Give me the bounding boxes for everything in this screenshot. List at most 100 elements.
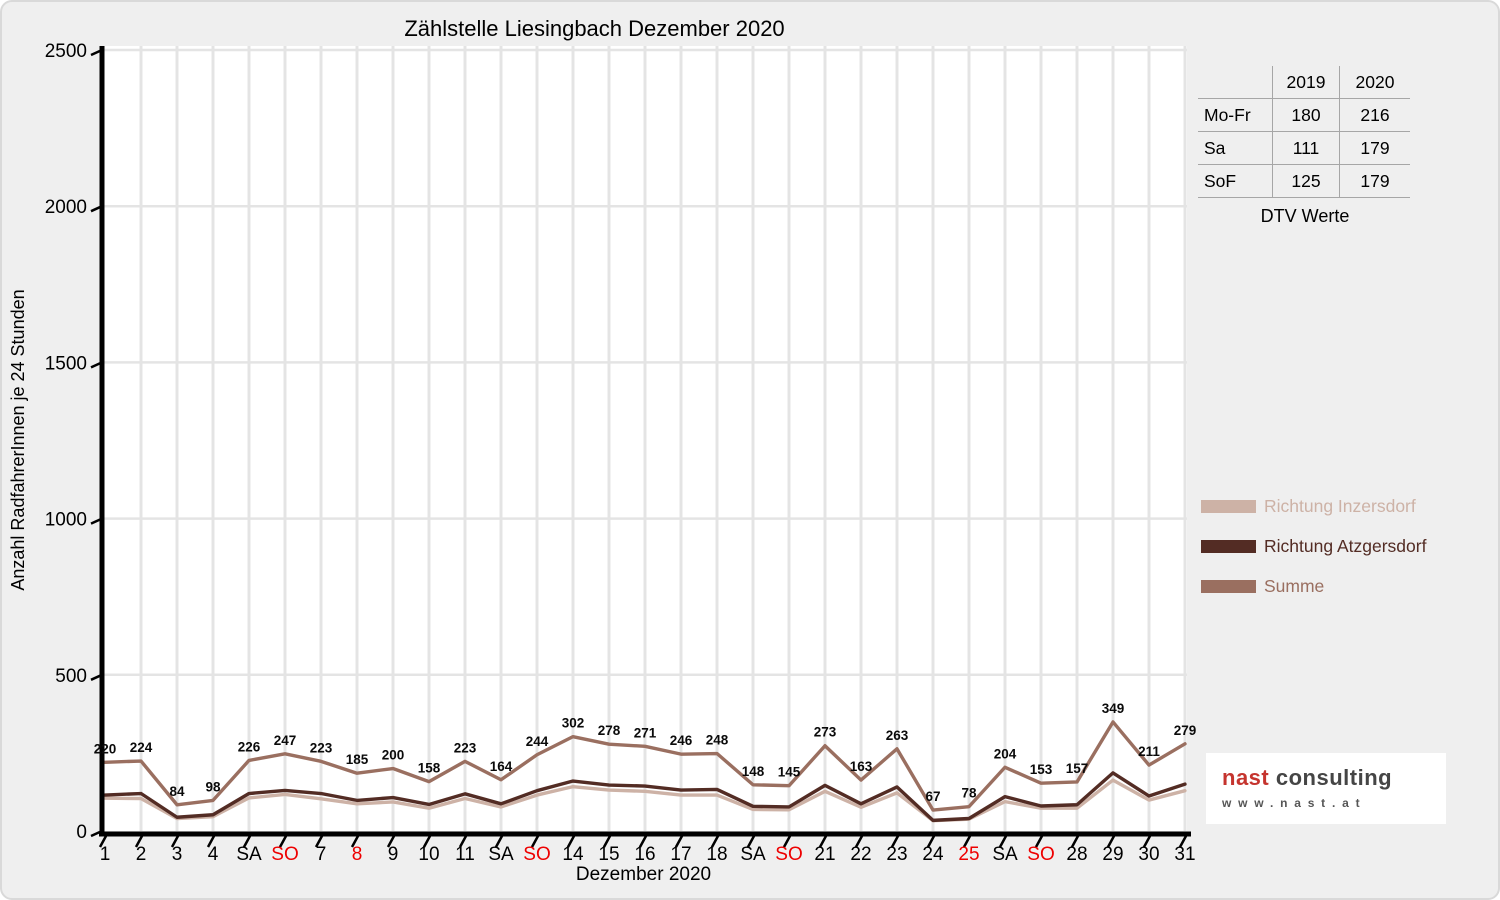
tick bbox=[1142, 835, 1152, 848]
data-label: 226 bbox=[238, 739, 261, 754]
table-row: SoF 125 179 bbox=[1198, 164, 1410, 198]
x-tick-label: 2 bbox=[136, 844, 147, 865]
data-label: 263 bbox=[886, 728, 909, 743]
data-label: 220 bbox=[94, 741, 117, 756]
x-tick-label: 23 bbox=[886, 844, 907, 865]
y-axis-title: Anzahl RadfahrerInnen je 24 Stunden bbox=[8, 289, 28, 591]
x-tick-label: 3 bbox=[172, 844, 183, 865]
x-axis-ticks bbox=[98, 835, 1188, 848]
tick bbox=[278, 835, 288, 848]
tick bbox=[386, 835, 396, 848]
x-tick-label: 28 bbox=[1066, 844, 1087, 865]
tick bbox=[494, 835, 504, 848]
x-tick-label: 21 bbox=[814, 844, 835, 865]
tick bbox=[90, 48, 103, 57]
x-tick-label: 4 bbox=[208, 844, 219, 865]
y-axis-labels: 0 500 1000 1500 2000 2500 bbox=[45, 41, 87, 843]
dtv-table-caption: DTV Werte bbox=[1260, 206, 1350, 226]
x-tick-label: 10 bbox=[418, 844, 439, 865]
data-label: 153 bbox=[1030, 762, 1053, 777]
x-tick-label: 31 bbox=[1174, 844, 1195, 865]
table-row: Sa 111 179 bbox=[1198, 131, 1410, 165]
tick bbox=[782, 835, 792, 848]
tick bbox=[314, 835, 324, 848]
legend-item-richtung-atzgersdorf: Richtung Atzgersdorf bbox=[1201, 536, 1426, 556]
x-tick-label: SO bbox=[1027, 844, 1054, 865]
data-label: 248 bbox=[706, 733, 729, 748]
x-tick-label: 29 bbox=[1102, 844, 1123, 865]
data-label: 158 bbox=[418, 761, 441, 776]
x-tick-label: 30 bbox=[1138, 844, 1159, 865]
data-label: 148 bbox=[742, 764, 765, 779]
logo-brand: nast consulting bbox=[1222, 765, 1446, 791]
chart-legend: Richtung Inzersdorf Richtung Atzgersdorf… bbox=[1201, 496, 1426, 616]
data-label: 163 bbox=[850, 759, 873, 774]
data-label: 223 bbox=[310, 740, 333, 755]
tick bbox=[458, 835, 468, 848]
data-label: 246 bbox=[670, 733, 693, 748]
legend-label-summe: Summe bbox=[1264, 575, 1325, 596]
x-tick-label: SO bbox=[775, 844, 802, 865]
y-tick-label: 0 bbox=[76, 822, 87, 843]
y-axis-ticks bbox=[90, 48, 103, 838]
x-tick-label: 15 bbox=[598, 844, 619, 865]
dtv-table-panel: 2019 2020 Mo-Fr 180 216 Sa 111 179 SoF 1… bbox=[1198, 66, 1416, 227]
tick bbox=[926, 835, 936, 848]
tick bbox=[674, 835, 684, 848]
tick bbox=[854, 835, 864, 848]
dtv-value-2020: 179 bbox=[1339, 131, 1410, 165]
y-tick-label: 500 bbox=[55, 666, 87, 687]
data-label: 78 bbox=[961, 786, 977, 801]
x-tick-label: SO bbox=[271, 844, 298, 865]
tick bbox=[90, 829, 103, 838]
data-labels: 220 224 84 98 226 247 223 185 200 158 223 164 244 302… bbox=[94, 701, 1197, 804]
tick bbox=[710, 835, 720, 848]
tick bbox=[170, 835, 180, 848]
tick bbox=[134, 835, 144, 848]
tick bbox=[1178, 835, 1188, 848]
legend-swatch-atzgersdorf bbox=[1201, 539, 1256, 553]
x-tick-label: 25 bbox=[958, 844, 979, 865]
y-tick-label: 2000 bbox=[45, 197, 87, 218]
dtv-row-label: Sa bbox=[1198, 131, 1273, 165]
data-label: 302 bbox=[562, 716, 585, 731]
data-label: 273 bbox=[814, 725, 837, 740]
data-label: 271 bbox=[634, 725, 657, 740]
data-label: 98 bbox=[205, 779, 221, 794]
tick bbox=[998, 835, 1008, 848]
table-row: Mo-Fr 180 216 bbox=[1198, 98, 1410, 132]
dtv-header-2020: 2020 bbox=[1339, 66, 1410, 99]
tick bbox=[638, 835, 648, 848]
x-axis-title: Dezember 2020 bbox=[575, 864, 712, 885]
series-line-richtung-inzersdorf bbox=[103, 778, 1187, 823]
tick bbox=[242, 835, 252, 848]
x-tick-label: 11 bbox=[455, 844, 475, 865]
x-tick-label: 22 bbox=[850, 844, 871, 865]
x-tick-label: SA bbox=[488, 844, 514, 865]
logo-brand-nast: nast bbox=[1222, 765, 1270, 790]
legend-label-atzgersdorf: Richtung Atzgersdorf bbox=[1264, 535, 1427, 556]
data-label: 157 bbox=[1066, 761, 1089, 776]
tick bbox=[890, 835, 900, 848]
data-label: 204 bbox=[994, 746, 1017, 761]
x-tick-label: 1 bbox=[100, 844, 111, 865]
dtv-value-2020: 179 bbox=[1339, 164, 1410, 198]
x-tick-label: 7 bbox=[316, 844, 327, 865]
tick bbox=[530, 835, 540, 848]
tick bbox=[206, 835, 216, 848]
y-tick-label: 1000 bbox=[45, 510, 87, 531]
data-label: 185 bbox=[346, 752, 369, 767]
series-line-richtung-atzgersdorf bbox=[103, 771, 1187, 823]
x-tick-label: 18 bbox=[706, 844, 727, 865]
x-tick-label: SA bbox=[740, 844, 766, 865]
vertical-gridlines bbox=[139, 46, 1187, 831]
x-tick-label: 24 bbox=[922, 844, 944, 865]
data-label: 279 bbox=[1174, 723, 1197, 738]
tick bbox=[90, 361, 103, 369]
data-label: 244 bbox=[526, 734, 549, 749]
y-tick-label: 1500 bbox=[45, 353, 87, 374]
legend-swatch-summe bbox=[1201, 579, 1256, 593]
data-label: 145 bbox=[778, 765, 801, 780]
tick bbox=[1106, 835, 1116, 848]
x-tick-label: 14 bbox=[562, 844, 584, 865]
